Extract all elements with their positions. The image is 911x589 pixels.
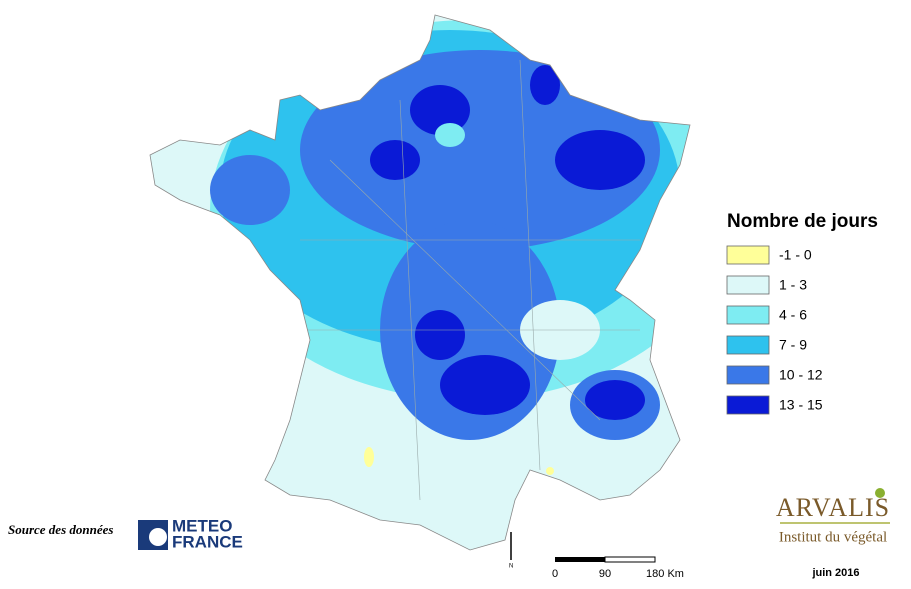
legend-swatch <box>726 335 770 355</box>
scale-segment <box>555 557 605 562</box>
zone <box>530 65 560 105</box>
legend-label: 4 - 6 <box>779 307 807 323</box>
legend-items: -1 - 0 1 - 3 4 - 6 7 - 9 10 - 12 13 - 15 <box>726 245 823 415</box>
scale-label: 0 <box>552 568 558 580</box>
logo-icon <box>149 528 167 546</box>
brand-tagline: Institut du végétal <box>779 529 887 545</box>
zone <box>546 467 554 475</box>
scale-label: 180 Km <box>646 568 684 580</box>
brand-leaf <box>875 488 885 498</box>
source-label: Source des données <box>8 522 113 537</box>
zone <box>585 380 645 420</box>
zone <box>435 123 465 147</box>
boundaries <box>280 59 640 501</box>
legend-label: 1 - 3 <box>779 277 807 293</box>
scale-segment <box>604 556 656 563</box>
scale-label: 90 <box>599 568 611 580</box>
legend-swatch <box>726 365 770 385</box>
legend-swatch <box>726 245 770 265</box>
zone <box>440 355 530 415</box>
legend-swatch <box>726 395 770 415</box>
zone <box>300 50 660 250</box>
legend-label: 13 - 15 <box>779 397 823 413</box>
legend-swatch <box>726 275 770 295</box>
date: juin 2016 <box>811 567 859 579</box>
north-label: N <box>509 564 513 570</box>
logo-text: METEO <box>172 516 232 535</box>
brand-name: ARVALIS <box>776 493 890 522</box>
france-map <box>150 15 690 550</box>
legend-label: 7 - 9 <box>779 337 807 353</box>
legend-label: 10 - 12 <box>779 367 823 383</box>
scale-bar: 0 90 180 Km <box>552 556 684 580</box>
zone <box>370 140 420 180</box>
legend: Nombre de jours -1 - 0 1 - 3 4 - 6 7 - 9 10 … <box>726 211 878 415</box>
zone <box>210 155 290 225</box>
meteo-logo: METEO FRANCE <box>138 516 243 551</box>
zone <box>410 85 470 135</box>
zone <box>364 447 374 467</box>
legend-swatch <box>726 305 770 325</box>
legend-title: Nombre de jours <box>727 211 878 232</box>
logo-text: FRANCE <box>172 532 243 551</box>
zone <box>415 310 465 360</box>
zone <box>555 130 645 190</box>
legend-label: -1 - 0 <box>779 247 812 263</box>
